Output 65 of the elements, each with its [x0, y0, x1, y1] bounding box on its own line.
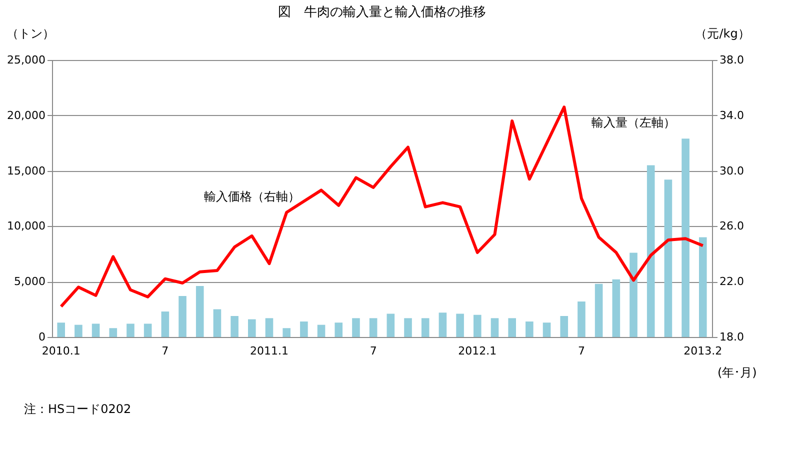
- x-tick-label: 2010.1: [42, 344, 80, 358]
- y2-tick-label: 18.0: [720, 330, 744, 344]
- bar: [300, 321, 308, 337]
- x-tick-label: 7: [578, 344, 585, 358]
- bar: [92, 324, 100, 337]
- bar: [74, 324, 82, 337]
- bar: [317, 324, 326, 337]
- bar: [542, 322, 551, 337]
- x-tick-label: 2011.1: [250, 344, 289, 358]
- y2-tick-label: 22.0: [720, 275, 744, 288]
- y-tick-label: 0: [38, 330, 46, 344]
- y2-tick-label: 38.0: [720, 54, 744, 66]
- bar: [490, 318, 499, 337]
- bar: [248, 319, 256, 337]
- y-tick-label: 10,000: [7, 220, 46, 233]
- line-series: [60, 106, 704, 308]
- bar: [438, 312, 447, 337]
- bar: [178, 296, 186, 337]
- bar: [578, 302, 586, 337]
- bar: [144, 324, 152, 337]
- bar: [404, 318, 412, 337]
- bar: [560, 316, 568, 337]
- bar: [369, 318, 378, 337]
- x-axis-title: (年･月): [718, 366, 757, 380]
- x-tick-label: 7: [162, 344, 169, 358]
- bar: [109, 328, 118, 337]
- text: 注：HSコード0202: [24, 402, 132, 416]
- series-label: 輸入量（左軸）: [592, 116, 676, 130]
- bar: [213, 309, 222, 337]
- y-tick-label: 5,000: [14, 275, 46, 288]
- x-tick-label: 2013.2: [684, 344, 722, 358]
- bar: [230, 316, 238, 337]
- bar: [526, 321, 534, 337]
- bar: [698, 237, 707, 337]
- y2-tick-label: 34.0: [720, 108, 744, 122]
- bar: [352, 318, 360, 337]
- y2-tick-label: 30.0: [720, 164, 744, 178]
- x-tick-label: 2012.1: [458, 344, 497, 358]
- bar: [265, 318, 274, 337]
- bar: [646, 165, 655, 337]
- y-tick-label: 20,000: [7, 108, 46, 122]
- y2-tick-label: 26.0: [720, 220, 744, 233]
- bar: [474, 314, 482, 337]
- bar: [161, 312, 170, 337]
- series-label: 輸入価格（右軸）: [204, 189, 300, 204]
- y-tick-label: 15,000: [7, 164, 46, 178]
- bar: [57, 322, 66, 337]
- bar: [612, 279, 620, 337]
- bar: [126, 324, 134, 337]
- bar: [594, 284, 603, 337]
- bar: [386, 314, 395, 337]
- chart-title: 図 牛肉の輸入量と輸入価格の推移: [278, 5, 486, 20]
- y2-axis-title: （元/kg）: [695, 26, 750, 40]
- bar: [196, 286, 204, 337]
- x-tick-label: 7: [370, 344, 377, 358]
- bar: [456, 314, 464, 337]
- bar: [421, 318, 430, 337]
- bar: [508, 318, 516, 337]
- bar: [682, 138, 690, 337]
- y-axis-title: （トン）: [6, 26, 54, 40]
- bar: [630, 252, 638, 337]
- y-tick-label: 25,000: [7, 54, 46, 66]
- bar: [282, 328, 290, 337]
- bar: [334, 322, 343, 337]
- bar: [664, 180, 672, 337]
